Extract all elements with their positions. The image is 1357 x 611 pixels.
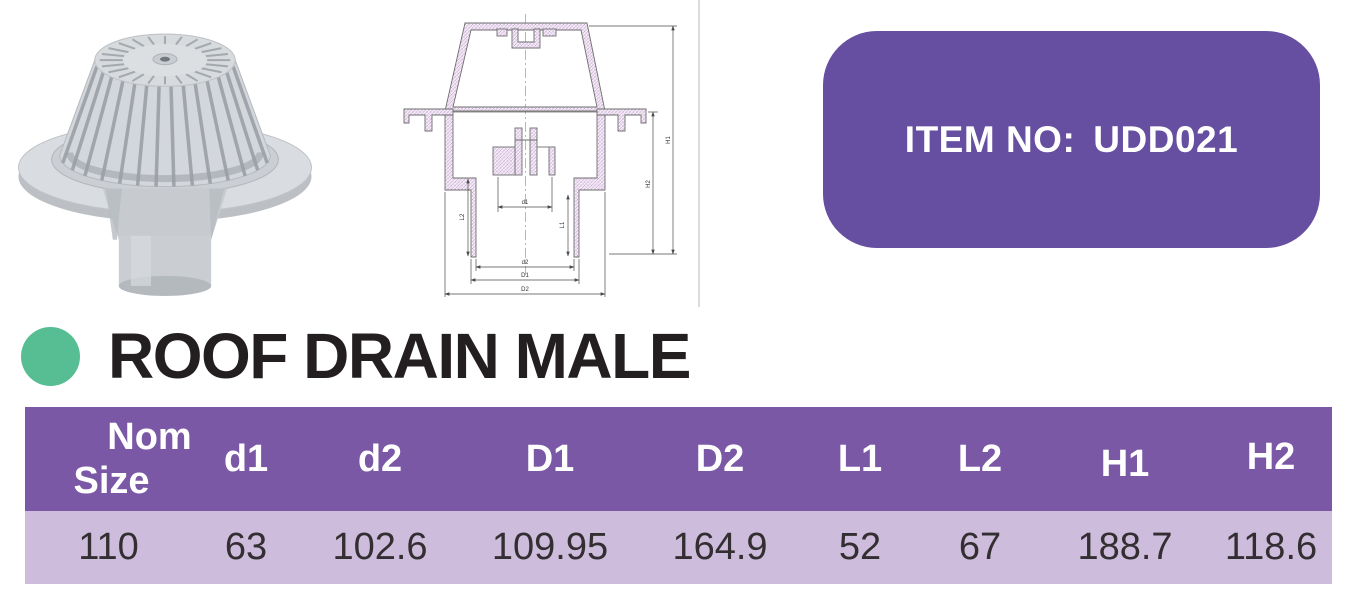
bullet-dot-icon [21, 326, 80, 386]
spec-value-D1: 109.95 [460, 511, 640, 584]
col-header-H2: H2 [1210, 407, 1332, 511]
spec-value-L1: 52 [800, 511, 920, 584]
dim-label-L1: L1 [560, 221, 566, 228]
drawing-dimensions [444, 25, 677, 297]
dim-label-L2: L2 [460, 213, 466, 220]
roof-drain-photo-illustration [17, 33, 312, 296]
photo-dome [59, 33, 271, 188]
spec-value-d2: 102.6 [300, 511, 460, 584]
dim-label-D2: D2 [521, 287, 529, 293]
photo-outlet-pipe [102, 188, 228, 296]
col-header-nom-size: Nom Size [25, 407, 192, 511]
column-divider-line [698, 0, 700, 307]
col-header-L1: L1 [800, 407, 920, 511]
spec-table: Nom Size d1 d2 D1 D2 L1 L2 H1 H2 110 63 … [25, 407, 1332, 584]
roof-drain-section-drawing: d1 d2 D1 D2 L2 L1 H1 H2 [403, 14, 677, 297]
col-header-H1: H1 [1040, 407, 1210, 511]
col-header-D2: D2 [640, 407, 800, 511]
col-header-D1: D1 [460, 407, 640, 511]
dome-center-hole [159, 56, 171, 62]
item-number-label: ITEM NO: [904, 118, 1076, 160]
spec-table-data-row: 110 63 102.6 109.95 164.9 52 67 188.7 11… [25, 511, 1332, 584]
drawing-bowl-and-pipe [444, 114, 606, 258]
dome-ribs [61, 65, 269, 187]
drawing-flange-arms [403, 108, 647, 132]
drawing-dome [444, 22, 606, 113]
dim-label-d2: d2 [522, 260, 529, 266]
technical-drawing: d1 d2 D1 D2 L2 L1 H1 H2 [392, 0, 698, 310]
dim-label-H1: H1 [666, 136, 672, 144]
dim-label-H2: H2 [646, 180, 652, 188]
col-header-d2: d2 [300, 407, 460, 511]
section-heading: ROOF DRAIN MALE [21, 320, 691, 392]
spec-value-H1: 188.7 [1040, 511, 1210, 584]
dim-label-d1: d1 [522, 200, 529, 206]
col-header-L2: L2 [920, 407, 1040, 511]
item-number-badge: ITEM NO: UDD021 [823, 31, 1320, 248]
spec-table-header-row: Nom Size d1 d2 D1 D2 L1 L2 H1 H2 [25, 407, 1332, 511]
drawing-dimension-labels: d1 d2 D1 D2 L2 L1 H1 H2 [460, 136, 672, 293]
page-title: ROOF DRAIN MALE [108, 320, 691, 392]
dim-label-D1: D1 [521, 273, 529, 279]
spec-value-nom-size: 110 [25, 511, 192, 584]
col-header-d1: d1 [192, 407, 300, 511]
item-number-value: UDD021 [1093, 118, 1239, 160]
product-photo [12, 6, 324, 302]
dome-top-slots [99, 36, 231, 85]
spec-value-L2: 67 [920, 511, 1040, 584]
spec-value-D2: 164.9 [640, 511, 800, 584]
drawing-center-hub [492, 127, 556, 176]
spec-value-d1: 63 [192, 511, 300, 584]
spec-value-H2: 118.6 [1210, 511, 1332, 584]
